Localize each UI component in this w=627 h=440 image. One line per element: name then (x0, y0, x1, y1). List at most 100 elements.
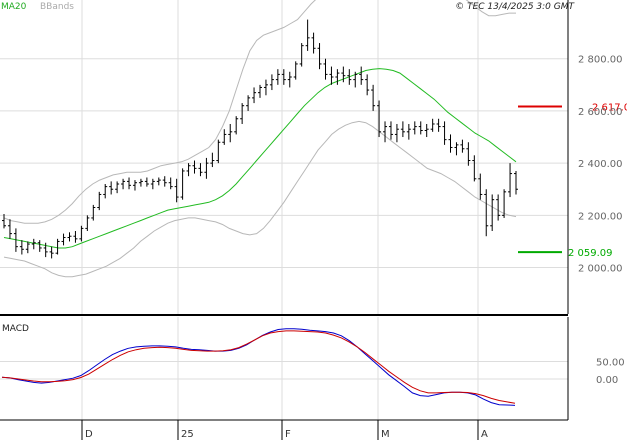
price-bar (97, 191, 102, 211)
legend-ma20: MA20 (1, 2, 27, 12)
price-bar (192, 160, 197, 174)
price-bar (460, 139, 465, 153)
price-bar (240, 103, 245, 124)
price-bar (353, 71, 358, 88)
y-tick-label: 2 000.00 (578, 264, 623, 275)
price-bar (508, 163, 513, 198)
price-bar (442, 121, 447, 145)
price-bar (478, 173, 483, 200)
price-bar (424, 123, 429, 138)
x-tick-label: M (381, 429, 390, 440)
price-bar (73, 230, 78, 243)
price-bar (198, 163, 203, 177)
price-bar (174, 178, 179, 203)
price-bar (311, 32, 316, 54)
price-bar (394, 123, 399, 143)
price-bar (55, 238, 60, 255)
price-bar (269, 74, 274, 91)
price-bar (31, 238, 36, 250)
y-tick-label: 2 400.00 (578, 159, 623, 170)
macd-y-tick-label: 50.00 (596, 358, 625, 369)
price-bar (156, 177, 161, 186)
price-bar (121, 178, 126, 190)
price-bar (7, 219, 12, 239)
price-bar (388, 121, 393, 140)
price-bar (514, 170, 518, 195)
y-axis-labels: 2 000.00 2 200.00 2 400.00 2 600.00 2 800.00… (578, 55, 625, 386)
price-bar (400, 121, 405, 138)
price-bar (67, 232, 72, 242)
legend-bbands: BBands (40, 2, 74, 12)
price-bar (144, 177, 149, 187)
price-bar (341, 66, 346, 83)
grid-layer (0, 0, 568, 420)
level-markers: 2 617.0 2 059.09 (518, 102, 627, 259)
price-bar (204, 157, 209, 179)
price-bar (19, 240, 24, 255)
price-bar (263, 79, 268, 96)
x-tick-label: 25 (181, 429, 194, 440)
price-bar (359, 66, 364, 85)
price-bar (37, 240, 42, 252)
price-bar (502, 189, 507, 218)
price-bar (168, 177, 173, 190)
price-bar (13, 228, 18, 252)
price-bar (252, 87, 257, 104)
price-bar (246, 95, 251, 111)
macd-label: MACD (2, 324, 29, 334)
resistance-label: 2 617.0 (592, 102, 627, 113)
price-bar (305, 19, 310, 51)
price-bar (228, 123, 233, 143)
price-bar (317, 43, 322, 70)
x-tick-label: D (85, 429, 93, 440)
support-label: 2 059.09 (568, 248, 613, 259)
macd-lines (1, 328, 516, 406)
price-bar (412, 121, 417, 135)
price-bar (258, 84, 262, 98)
price-bar (162, 176, 167, 187)
price-bar (418, 121, 423, 135)
price-bar (347, 69, 352, 85)
y-tick-label: 2 200.00 (578, 211, 623, 222)
price-bar (436, 118, 441, 132)
price-bar (43, 242, 48, 258)
price-bar (103, 184, 108, 199)
price-panel (0, 0, 568, 314)
price-bar (430, 118, 435, 132)
price-bar (210, 152, 215, 168)
price-bar (109, 181, 114, 195)
price-bar (299, 43, 304, 67)
price-bar (127, 177, 132, 190)
price-bar (371, 84, 376, 111)
price-bar (466, 142, 471, 166)
price-bar (448, 134, 453, 153)
price-bar (79, 225, 84, 242)
price-bar (377, 100, 382, 138)
price-bar (115, 181, 120, 194)
price-bar (61, 233, 66, 246)
price-bar (365, 74, 370, 96)
price-bar (132, 180, 137, 191)
price-bar (85, 215, 90, 231)
y-tick-label: 2 800.00 (578, 55, 623, 66)
chart-timestamp: © TEC 13/4/2025 3:0 GMT (455, 2, 575, 12)
signal-line (1, 330, 516, 404)
price-bar (287, 71, 292, 88)
price-bar (293, 61, 298, 80)
x-axis-labels: D 25 F M A (81, 420, 488, 440)
price-bar (49, 246, 54, 259)
price-bar (406, 123, 411, 140)
x-tick-label: A (481, 429, 488, 440)
price-bar (323, 58, 328, 80)
macd-y-tick-label: 0.00 (596, 375, 618, 386)
price-bar (2, 214, 6, 229)
bband-upper (3, 0, 516, 224)
price-bar (234, 116, 239, 135)
price-bar (186, 163, 191, 177)
price-bar (490, 194, 495, 231)
price-bar (329, 66, 334, 85)
price-bar (275, 69, 280, 85)
bband-lower (3, 120, 517, 278)
price-bar (222, 129, 227, 145)
